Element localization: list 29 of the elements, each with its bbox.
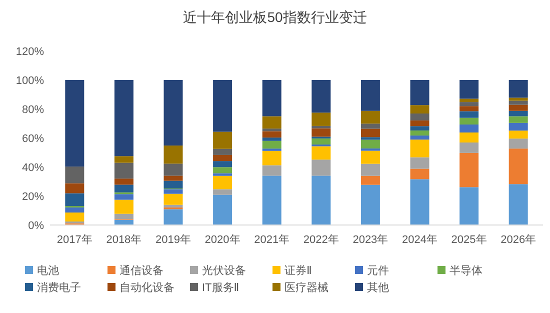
legend-label: 电池 [37,264,59,277]
x-tick-label: 2019年 [156,234,191,246]
x-tick-label: 2025年 [451,234,487,246]
legend-label: 通信设备 [120,264,164,277]
legend-label: 自动化设备 [120,282,174,294]
legend-label: 消费电子 [37,281,81,294]
chart-title: 近十年创业板50指数行业变迁 [183,9,367,25]
x-tick-label: 2026年 [500,234,536,246]
legend-label: 医疗器械 [284,281,328,294]
x-tick-label: 2023年 [352,234,388,246]
legend-label: IT服务Ⅱ [202,282,240,294]
x-tick-label: 2020年 [204,234,240,246]
y-tick-label: 20% [22,191,44,203]
y-tick-label: 40% [22,162,44,174]
y-tick-label: 120% [16,46,44,58]
y-tick-label: 60% [22,133,44,145]
legend-label: 半导体 [450,264,482,277]
x-tick-label: 2018年 [106,234,142,246]
x-tick-label: 2024年 [402,234,438,246]
y-tick-label: 80% [22,104,44,116]
legend-label: 其他 [367,281,389,294]
legend-label: 光伏设备 [202,264,246,277]
x-tick-label: 2021年 [254,234,290,246]
y-tick-label: 100% [16,75,44,87]
y-tick-label: 0% [28,220,44,232]
x-tick-label: 2017年 [56,234,92,246]
x-tick-label: 2022年 [303,234,339,246]
legend-label: 元件 [367,265,389,277]
legend-label: 证券Ⅱ [284,264,312,277]
